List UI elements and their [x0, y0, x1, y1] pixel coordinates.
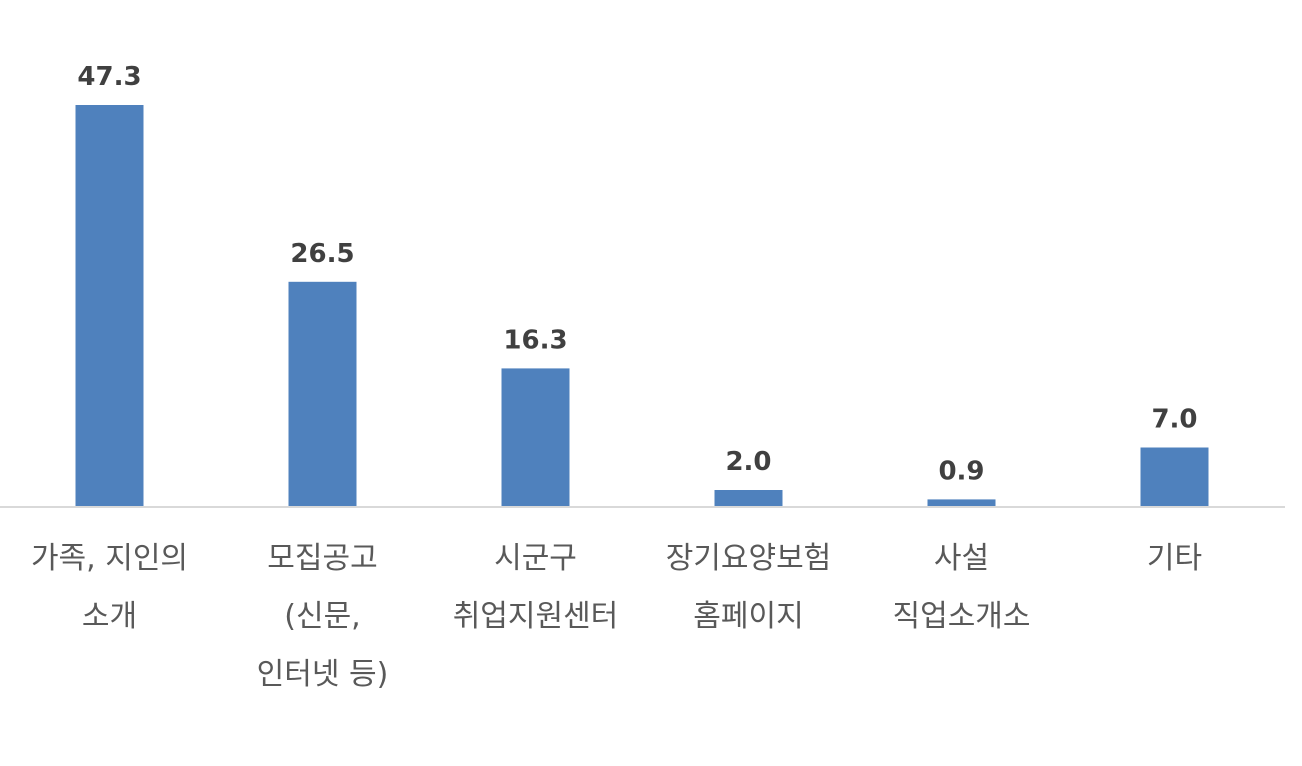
bar-1 [288, 281, 357, 508]
category-label-0-0: 가족, 지인의 [31, 541, 188, 576]
bar-group [75, 105, 1209, 508]
category-label-3-0: 장기요양보험 [666, 541, 832, 576]
value-label-3: 2.0 [725, 447, 771, 477]
bar-4 [927, 499, 996, 508]
value-label-group: 47.3 26.5 16.3 2.0 0.9 7.0 [77, 62, 1197, 486]
bar-3 [714, 490, 783, 507]
value-label-2: 16.3 [503, 325, 567, 355]
category-label-0-1: 소개 [82, 599, 137, 634]
bar-5 [1140, 447, 1209, 507]
category-label-4-1: 직업소개소 [893, 599, 1031, 634]
category-label-1-1: (신문, [284, 599, 360, 634]
bar-2 [501, 368, 570, 507]
category-label-1-0: 모집공고 [267, 541, 377, 576]
value-label-0: 47.3 [77, 62, 141, 92]
value-label-4: 0.9 [938, 456, 984, 486]
category-label-4-0: 사설 [934, 541, 989, 576]
category-label-3-1: 홈페이지 [693, 599, 803, 634]
category-label-2-1: 취업지원센터 [453, 599, 619, 634]
value-label-1: 26.5 [290, 239, 354, 269]
bar-0 [75, 105, 144, 507]
category-label-1-2: 인터넷 등) [257, 657, 389, 692]
category-label-2-0: 시군구 [494, 541, 577, 576]
category-label-5-0: 기타 [1147, 541, 1202, 576]
value-label-5: 7.0 [1151, 405, 1197, 435]
